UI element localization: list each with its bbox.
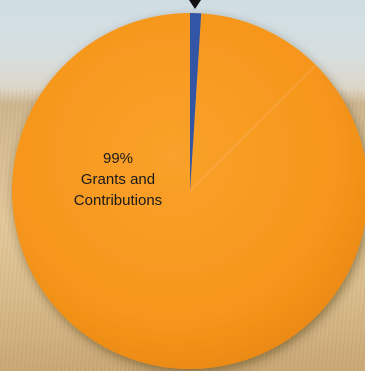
- pie-highlight-line: [189, 64, 317, 192]
- pointer-arrow: [189, 0, 201, 9]
- pie-slice-1: [190, 13, 202, 191]
- slice-label-name-line2: Contributions: [74, 192, 162, 209]
- pie-slices: [12, 13, 365, 369]
- slice-label-name-line1: Grants and: [81, 171, 155, 188]
- pie-slice-0: [12, 13, 365, 369]
- slice-label-percent: 99%: [103, 150, 133, 167]
